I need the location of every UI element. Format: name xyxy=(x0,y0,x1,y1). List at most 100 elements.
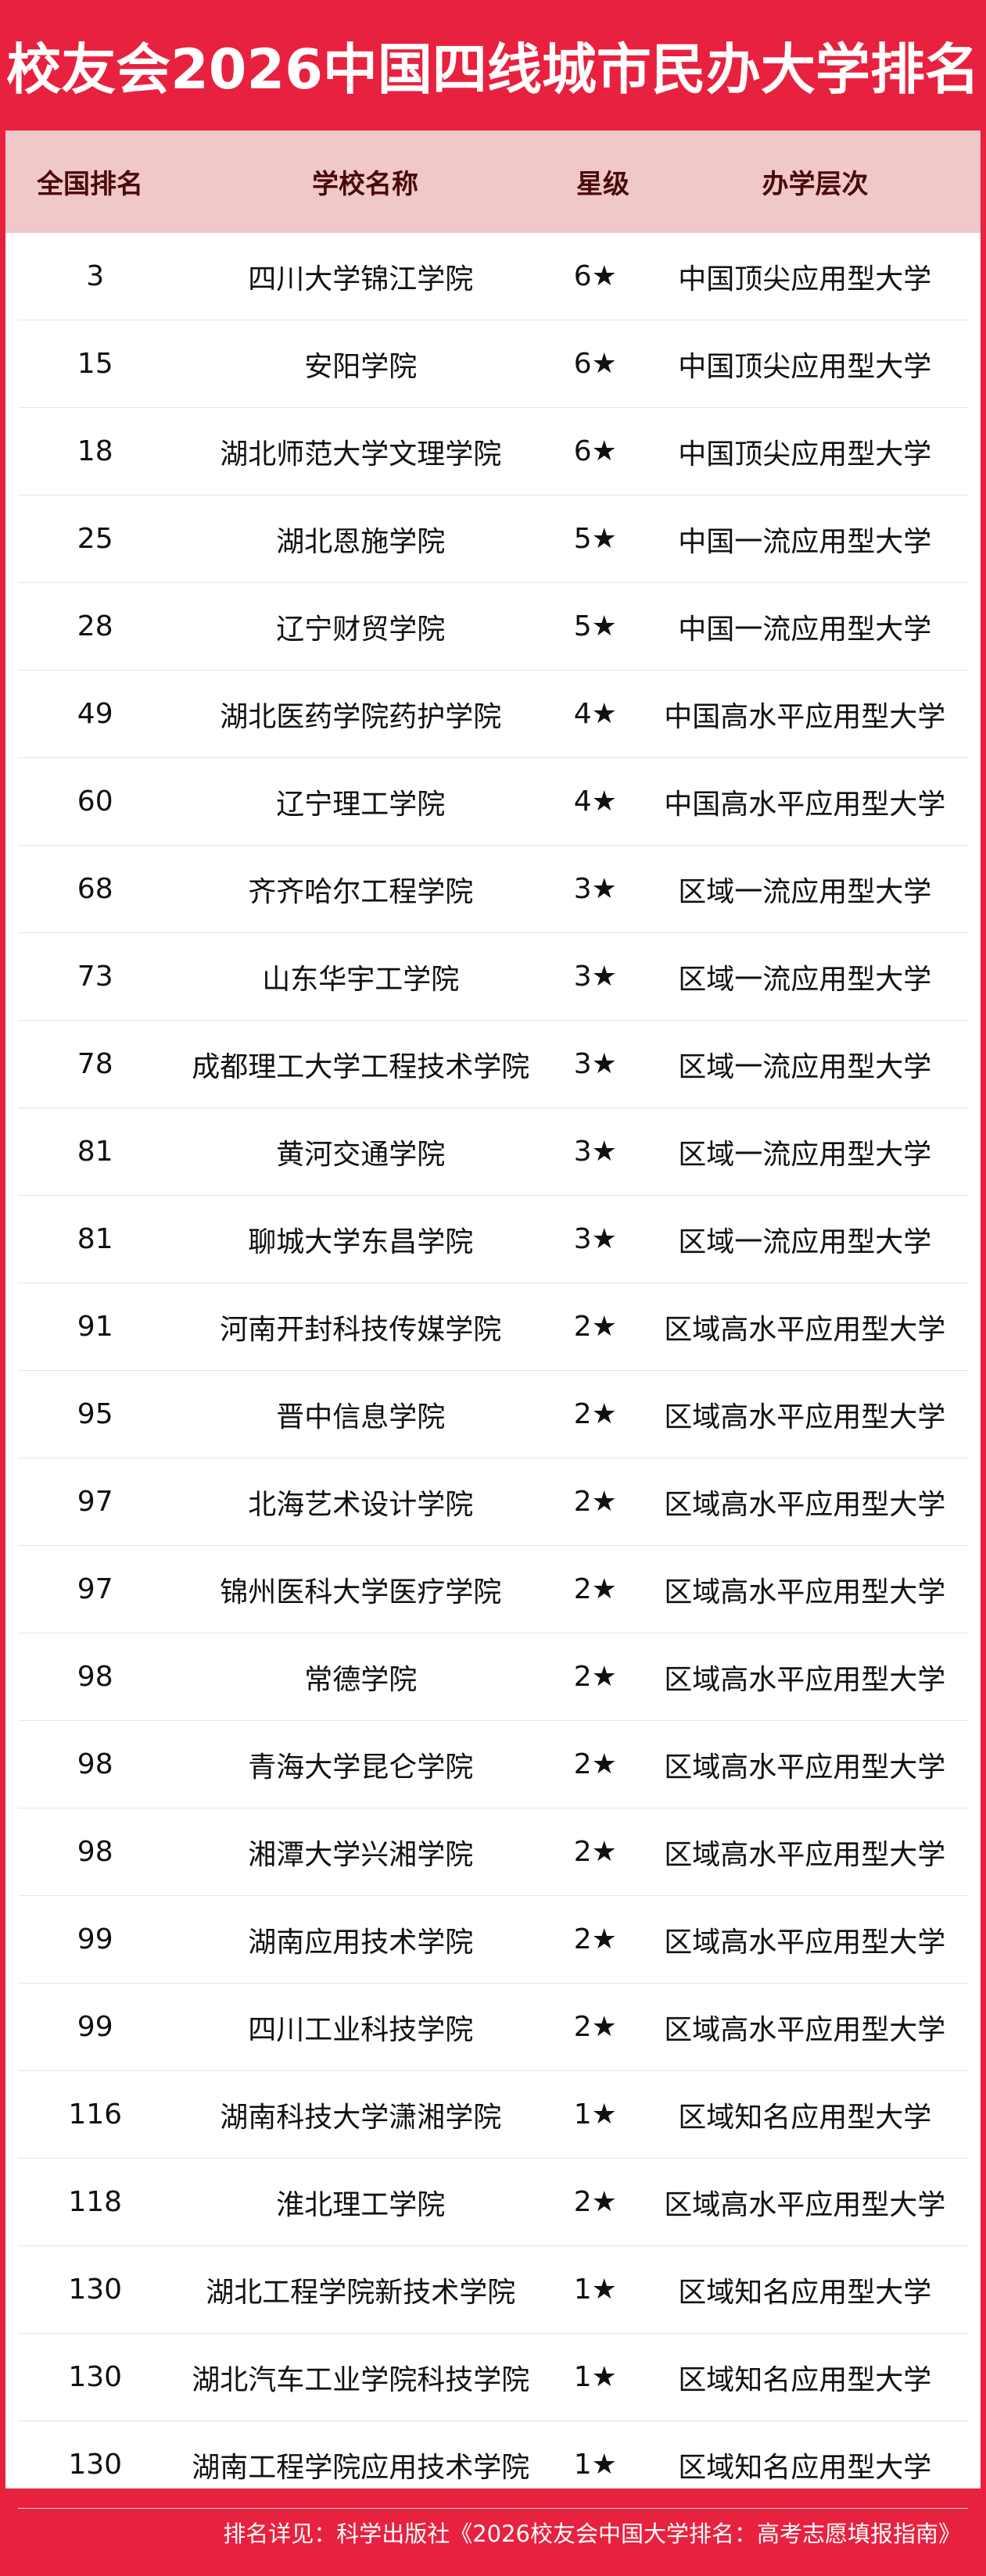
rank-cell: 49 xyxy=(77,698,113,730)
level-cell: 区域一流应用型大学 xyxy=(678,1050,932,1083)
star-rating-cell: 4★ xyxy=(573,698,617,730)
star-rating-cell: 1★ xyxy=(573,2274,617,2306)
table-row: 97 北海艺术设计学院 2★ 区域高水平应用型大学 xyxy=(18,1458,968,1546)
school-name-cell: 聊城大学东昌学院 xyxy=(248,1225,474,1258)
rank-cell: 118 xyxy=(68,2186,123,2218)
page-title: 校友会2026中国四线城市民办大学排名 xyxy=(6,38,980,102)
school-name-cell: 淮北理工学院 xyxy=(276,2188,446,2221)
rank-cell: 81 xyxy=(77,1223,113,1255)
rank-cell: 3 xyxy=(86,260,105,292)
table-row: 81 聊城大学东昌学院 3★ 区域一流应用型大学 xyxy=(18,1196,968,1283)
level-cell: 区域高水平应用型大学 xyxy=(664,1751,946,1784)
level-cell: 区域一流应用型大学 xyxy=(678,1225,932,1258)
school-name-cell: 四川大学锦江学院 xyxy=(248,263,474,295)
rank-cell: 130 xyxy=(68,2361,123,2393)
level-cell: 区域知名应用型大学 xyxy=(678,2363,932,2396)
star-rating-cell: 3★ xyxy=(573,873,617,905)
table-row: 130 湖南工程学院应用技术学院 1★ 区域知名应用型大学 xyxy=(18,2421,968,2509)
star-rating-cell: 2★ xyxy=(573,1398,617,1430)
school-name-cell: 成都理工大学工程技术学院 xyxy=(192,1050,530,1083)
star-rating-cell: 1★ xyxy=(573,2098,617,2131)
star-rating-cell: 2★ xyxy=(573,1923,617,1955)
rank-cell: 116 xyxy=(68,2098,123,2131)
school-name-cell: 湖南科技大学潇湘学院 xyxy=(220,2101,502,2134)
star-rating-cell: 5★ xyxy=(573,610,617,642)
star-rating-cell: 2★ xyxy=(573,1748,617,1780)
table-header: 全国排名 学校名称 星级 办学层次 xyxy=(5,131,981,233)
level-cell: 区域高水平应用型大学 xyxy=(664,2013,946,2046)
school-name-cell: 湖北恩施学院 xyxy=(276,525,446,558)
level-cell: 区域一流应用型大学 xyxy=(678,963,932,996)
level-cell: 区域一流应用型大学 xyxy=(678,875,932,908)
star-rating-cell: 3★ xyxy=(573,1223,617,1255)
star-rating-cell: 3★ xyxy=(573,961,617,993)
rank-cell: 98 xyxy=(77,1836,113,1868)
table-row: 68 齐齐哈尔工程学院 3★ 区域一流应用型大学 xyxy=(18,846,968,933)
level-cell: 区域高水平应用型大学 xyxy=(664,2188,946,2221)
rank-cell: 60 xyxy=(77,785,113,818)
rank-cell: 78 xyxy=(77,1048,113,1080)
table-row: 49 湖北医药学院药护学院 4★ 中国高水平应用型大学 xyxy=(18,671,968,758)
star-rating-cell: 2★ xyxy=(573,1486,617,1518)
rank-cell: 98 xyxy=(77,1661,113,1693)
school-name-cell: 北海艺术设计学院 xyxy=(248,1488,474,1521)
source-note: 排名详见：科学出版社《2026校友会中国大学排名：高考志愿填报指南》 xyxy=(223,2521,961,2547)
star-rating-cell: 2★ xyxy=(573,2011,617,2043)
rank-cell: 97 xyxy=(77,1486,113,1518)
table-row: 60 辽宁理工学院 4★ 中国高水平应用型大学 xyxy=(18,758,968,846)
school-name-cell: 湖北医药学院药护学院 xyxy=(220,700,502,733)
table-row: 98 常德学院 2★ 区域高水平应用型大学 xyxy=(18,1633,968,1721)
school-name-cell: 湘潭大学兴湘学院 xyxy=(248,1838,474,1871)
level-cell: 区域高水平应用型大学 xyxy=(664,1663,946,1696)
table-row: 99 四川工业科技学院 2★ 区域高水平应用型大学 xyxy=(18,1984,968,2071)
rank-cell: 97 xyxy=(77,1573,113,1605)
table-row: 3 四川大学锦江学院 6★ 中国顶尖应用型大学 xyxy=(18,233,968,320)
school-name-cell: 安阳学院 xyxy=(304,350,418,383)
star-rating-cell: 3★ xyxy=(573,1048,617,1080)
level-cell: 中国高水平应用型大学 xyxy=(664,788,946,821)
level-cell: 区域知名应用型大学 xyxy=(678,2276,932,2309)
table-row: 81 黄河交通学院 3★ 区域一流应用型大学 xyxy=(18,1108,968,1196)
school-name-cell: 青海大学昆仑学院 xyxy=(248,1751,474,1784)
rank-cell: 73 xyxy=(77,961,113,993)
star-rating-cell: 5★ xyxy=(573,523,617,555)
column-header-rank: 全国排名 xyxy=(37,169,143,200)
table-row: 130 湖北工程学院新技术学院 1★ 区域知名应用型大学 xyxy=(18,2246,968,2334)
column-header-school: 学校名称 xyxy=(312,169,418,200)
star-rating-cell: 2★ xyxy=(573,1661,617,1693)
rank-cell: 130 xyxy=(68,2274,123,2306)
level-cell: 区域知名应用型大学 xyxy=(678,2101,932,2134)
rank-cell: 130 xyxy=(68,2449,123,2481)
table-row: 15 安阳学院 6★ 中国顶尖应用型大学 xyxy=(18,320,968,408)
school-name-cell: 锦州医科大学医疗学院 xyxy=(220,1576,502,1608)
table-row: 118 淮北理工学院 2★ 区域高水平应用型大学 xyxy=(18,2159,968,2246)
level-cell: 中国顶尖应用型大学 xyxy=(678,263,932,295)
table-row: 18 湖北师范大学文理学院 6★ 中国顶尖应用型大学 xyxy=(18,408,968,496)
school-name-cell: 四川工业科技学院 xyxy=(248,2013,474,2046)
school-name-cell: 湖北汽车工业学院科技学院 xyxy=(192,2363,530,2396)
rank-cell: 68 xyxy=(77,873,113,905)
school-name-cell: 山东华宇工学院 xyxy=(262,963,460,996)
table-row: 73 山东华宇工学院 3★ 区域一流应用型大学 xyxy=(18,933,968,1021)
rank-cell: 18 xyxy=(77,435,113,467)
school-name-cell: 晋中信息学院 xyxy=(276,1401,446,1433)
star-rating-cell: 6★ xyxy=(573,348,617,380)
school-name-cell: 湖南工程学院应用技术学院 xyxy=(192,2451,530,2484)
level-cell: 中国顶尖应用型大学 xyxy=(678,350,932,383)
star-rating-cell: 1★ xyxy=(573,2361,617,2393)
star-rating-cell: 6★ xyxy=(573,260,617,292)
level-cell: 区域高水平应用型大学 xyxy=(664,1488,946,1521)
star-rating-cell: 2★ xyxy=(573,1573,617,1605)
star-rating-cell: 3★ xyxy=(573,1136,617,1168)
column-header-level: 办学层次 xyxy=(762,169,869,200)
level-cell: 中国一流应用型大学 xyxy=(678,525,932,558)
ranking-table: 全国排名 学校名称 星级 办学层次 3 四川大学锦江学院 6★ 中国顶尖应用型大学 15… xyxy=(5,131,981,2509)
level-cell: 区域高水平应用型大学 xyxy=(664,1926,946,1959)
table-row: 99 湖南应用技术学院 2★ 区域高水平应用型大学 xyxy=(18,1896,968,1984)
level-cell: 中国顶尖应用型大学 xyxy=(678,438,932,470)
level-cell: 中国高水平应用型大学 xyxy=(664,700,946,733)
table-row: 116 湖南科技大学潇湘学院 1★ 区域知名应用型大学 xyxy=(18,2071,968,2159)
table-row: 28 辽宁财贸学院 5★ 中国一流应用型大学 xyxy=(18,583,968,671)
school-name-cell: 湖北工程学院新技术学院 xyxy=(206,2276,516,2309)
school-name-cell: 辽宁财贸学院 xyxy=(276,613,446,646)
